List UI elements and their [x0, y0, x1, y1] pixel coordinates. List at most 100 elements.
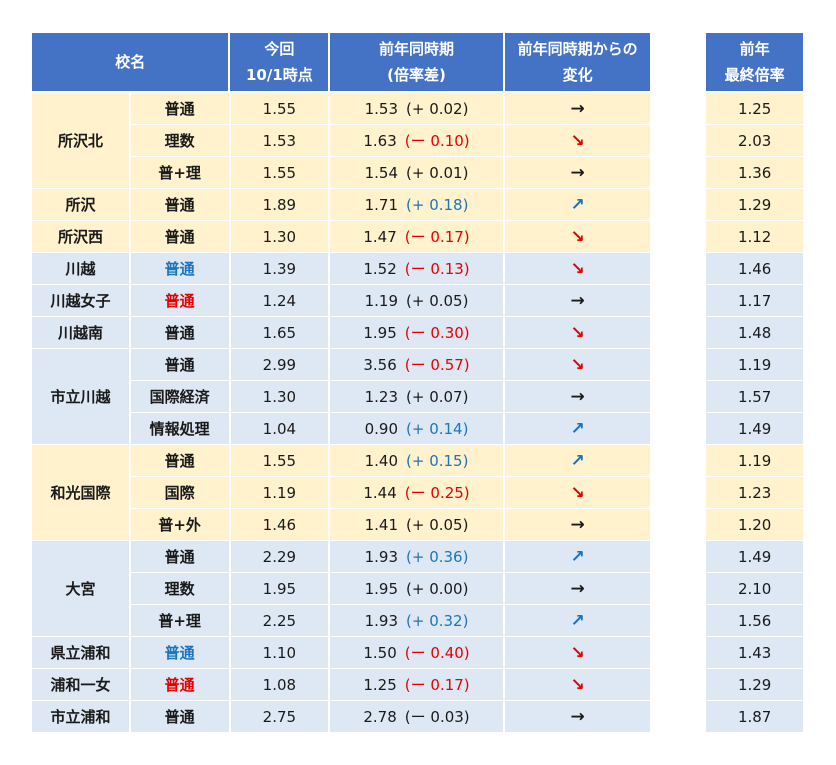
table-row: 普通 1.24 1.19 (+ 0.05) → 1.17 [32, 285, 804, 316]
course-name: 普+理 [158, 164, 201, 182]
column-gap [652, 285, 706, 316]
header-current-line1: 今回 [264, 40, 295, 58]
column-gap [652, 605, 706, 636]
table-row: 国際経済 1.30 1.23 (+ 0.07) → 1.57 [32, 381, 804, 412]
current-ratio: 1.08 [262, 675, 297, 694]
header-school: 校名 [32, 33, 229, 91]
arrow-right-icon: → [570, 578, 585, 599]
header-prev-line2: (倍率差) [387, 66, 446, 84]
table-row: 普通 2.99 3.56 (ー 0.57) ↘ 1.19 [32, 349, 804, 380]
current-ratio-cell: 1.89 [230, 189, 329, 220]
ratio-diff: (+ 0.15) [406, 451, 469, 470]
final-ratio-cell: 1.17 [706, 285, 804, 316]
current-ratio-cell: 1.55 [230, 157, 329, 188]
prev-ratio: 1.23 [364, 387, 398, 406]
change-cell: ↘ [504, 477, 651, 508]
prev-ratio-cell: 1.95 (+ 0.00) [330, 573, 503, 604]
prev-ratio: 1.50 [363, 643, 397, 662]
final-ratio: 1.12 [737, 227, 772, 246]
ratio-diff: (ー 0.17) [404, 676, 470, 694]
school-name: 浦和一女 [32, 669, 129, 700]
column-gap [652, 125, 706, 156]
ratio-diff: (+ 0.01) [406, 163, 469, 182]
change-cell: → [504, 93, 651, 124]
table-row: 普通 1.89 1.71 (+ 0.18) ↗ 1.29 [32, 189, 804, 220]
ratio-diff: (ー 0.10) [404, 132, 470, 150]
course-cell: 国際経済 [130, 381, 229, 412]
current-ratio: 1.55 [262, 163, 297, 182]
header-school-label: 校名 [115, 53, 146, 71]
prev-ratio-cell: 1.95 (ー 0.30) [330, 317, 503, 348]
final-ratio-cell: 1.19 [706, 349, 804, 380]
column-gap [652, 253, 706, 284]
table-row: 普通 2.29 1.93 (+ 0.36) ↗ 1.49 [32, 541, 804, 572]
final-ratio: 1.36 [737, 163, 772, 182]
course-cell: 国際 [130, 477, 229, 508]
course-cell: 情報処理 [130, 413, 229, 444]
table-row: 普通 1.65 1.95 (ー 0.30) ↘ 1.48 [32, 317, 804, 348]
change-cell: → [504, 701, 651, 732]
school-name: 市立浦和 [32, 701, 129, 732]
ratio-diff: (+ 0.07) [406, 387, 469, 406]
arrow-up-right-icon: ↗ [570, 610, 585, 631]
current-ratio-cell: 2.75 [230, 701, 329, 732]
prev-ratio: 2.78 [363, 707, 397, 726]
prev-ratio-cell: 1.93 (+ 0.36) [330, 541, 503, 572]
prev-ratio-cell: 1.53 (+ 0.02) [330, 93, 503, 124]
change-cell: ↗ [504, 605, 651, 636]
header-final-line2: 最終倍率 [724, 66, 785, 84]
prev-ratio-cell: 1.93 (+ 0.32) [330, 605, 503, 636]
arrow-right-icon: → [570, 386, 585, 407]
final-ratio: 1.49 [737, 419, 772, 438]
table-row: 情報処理 1.04 0.90 (+ 0.14) ↗ 1.49 [32, 413, 804, 444]
current-ratio-cell: 2.99 [230, 349, 329, 380]
prev-ratio: 3.56 [363, 355, 397, 374]
column-gap [652, 637, 706, 668]
change-cell: → [504, 381, 651, 412]
course-cell: 理数 [130, 573, 229, 604]
table-row: 普通 1.39 1.52 (ー 0.13) ↘ 1.46 [32, 253, 804, 284]
prev-ratio-cell: 1.44 (ー 0.25) [330, 477, 503, 508]
course-name: 理数 [164, 132, 195, 150]
current-ratio-cell: 1.65 [230, 317, 329, 348]
header-change: 前年同時期からの 変化 [504, 33, 651, 91]
course-cell: 普通 [130, 445, 229, 476]
course-cell: 普通 [130, 221, 229, 252]
current-ratio: 2.29 [262, 547, 297, 566]
final-ratio-cell: 2.03 [706, 125, 804, 156]
final-ratio-cell: 1.57 [706, 381, 804, 412]
prev-ratio-cell: 1.40 (+ 0.15) [330, 445, 503, 476]
table-row: 普通 2.75 2.78 (ー 0.03) → 1.87 [32, 701, 804, 732]
current-ratio-cell: 1.19 [230, 477, 329, 508]
change-cell: → [504, 285, 651, 316]
current-ratio-cell: 1.08 [230, 669, 329, 700]
ratio-diff: (+ 0.02) [406, 99, 469, 118]
final-ratio: 2.03 [737, 131, 772, 150]
current-ratio: 1.24 [262, 291, 297, 310]
change-cell: ↗ [504, 541, 651, 572]
change-cell: → [504, 573, 651, 604]
header-change-line2: 変化 [562, 66, 593, 84]
prev-ratio: 1.95 [363, 323, 397, 342]
prev-ratio: 1.53 [364, 99, 398, 118]
column-gap [652, 445, 706, 476]
table-row: 普+理 1.55 1.54 (+ 0.01) → 1.36 [32, 157, 804, 188]
final-ratio: 1.17 [737, 291, 772, 310]
arrow-down-right-icon: ↘ [570, 354, 585, 375]
table-row: 理数 1.95 1.95 (+ 0.00) → 2.10 [32, 573, 804, 604]
course-cell: 普通 [130, 349, 229, 380]
change-cell: ↗ [504, 413, 651, 444]
current-ratio: 1.46 [262, 515, 297, 534]
current-ratio-cell: 2.29 [230, 541, 329, 572]
school-name: 所沢西 [32, 221, 129, 252]
header-gap [652, 33, 706, 91]
prev-ratio: 1.25 [363, 675, 397, 694]
final-ratio: 1.19 [737, 451, 772, 470]
prev-ratio: 0.90 [364, 419, 398, 438]
current-ratio: 1.04 [262, 419, 297, 438]
final-ratio: 1.29 [737, 195, 772, 214]
final-ratio: 2.10 [737, 579, 772, 598]
current-ratio: 1.55 [262, 99, 297, 118]
ratio-diff: (+ 0.05) [406, 291, 469, 310]
column-gap [652, 349, 706, 380]
